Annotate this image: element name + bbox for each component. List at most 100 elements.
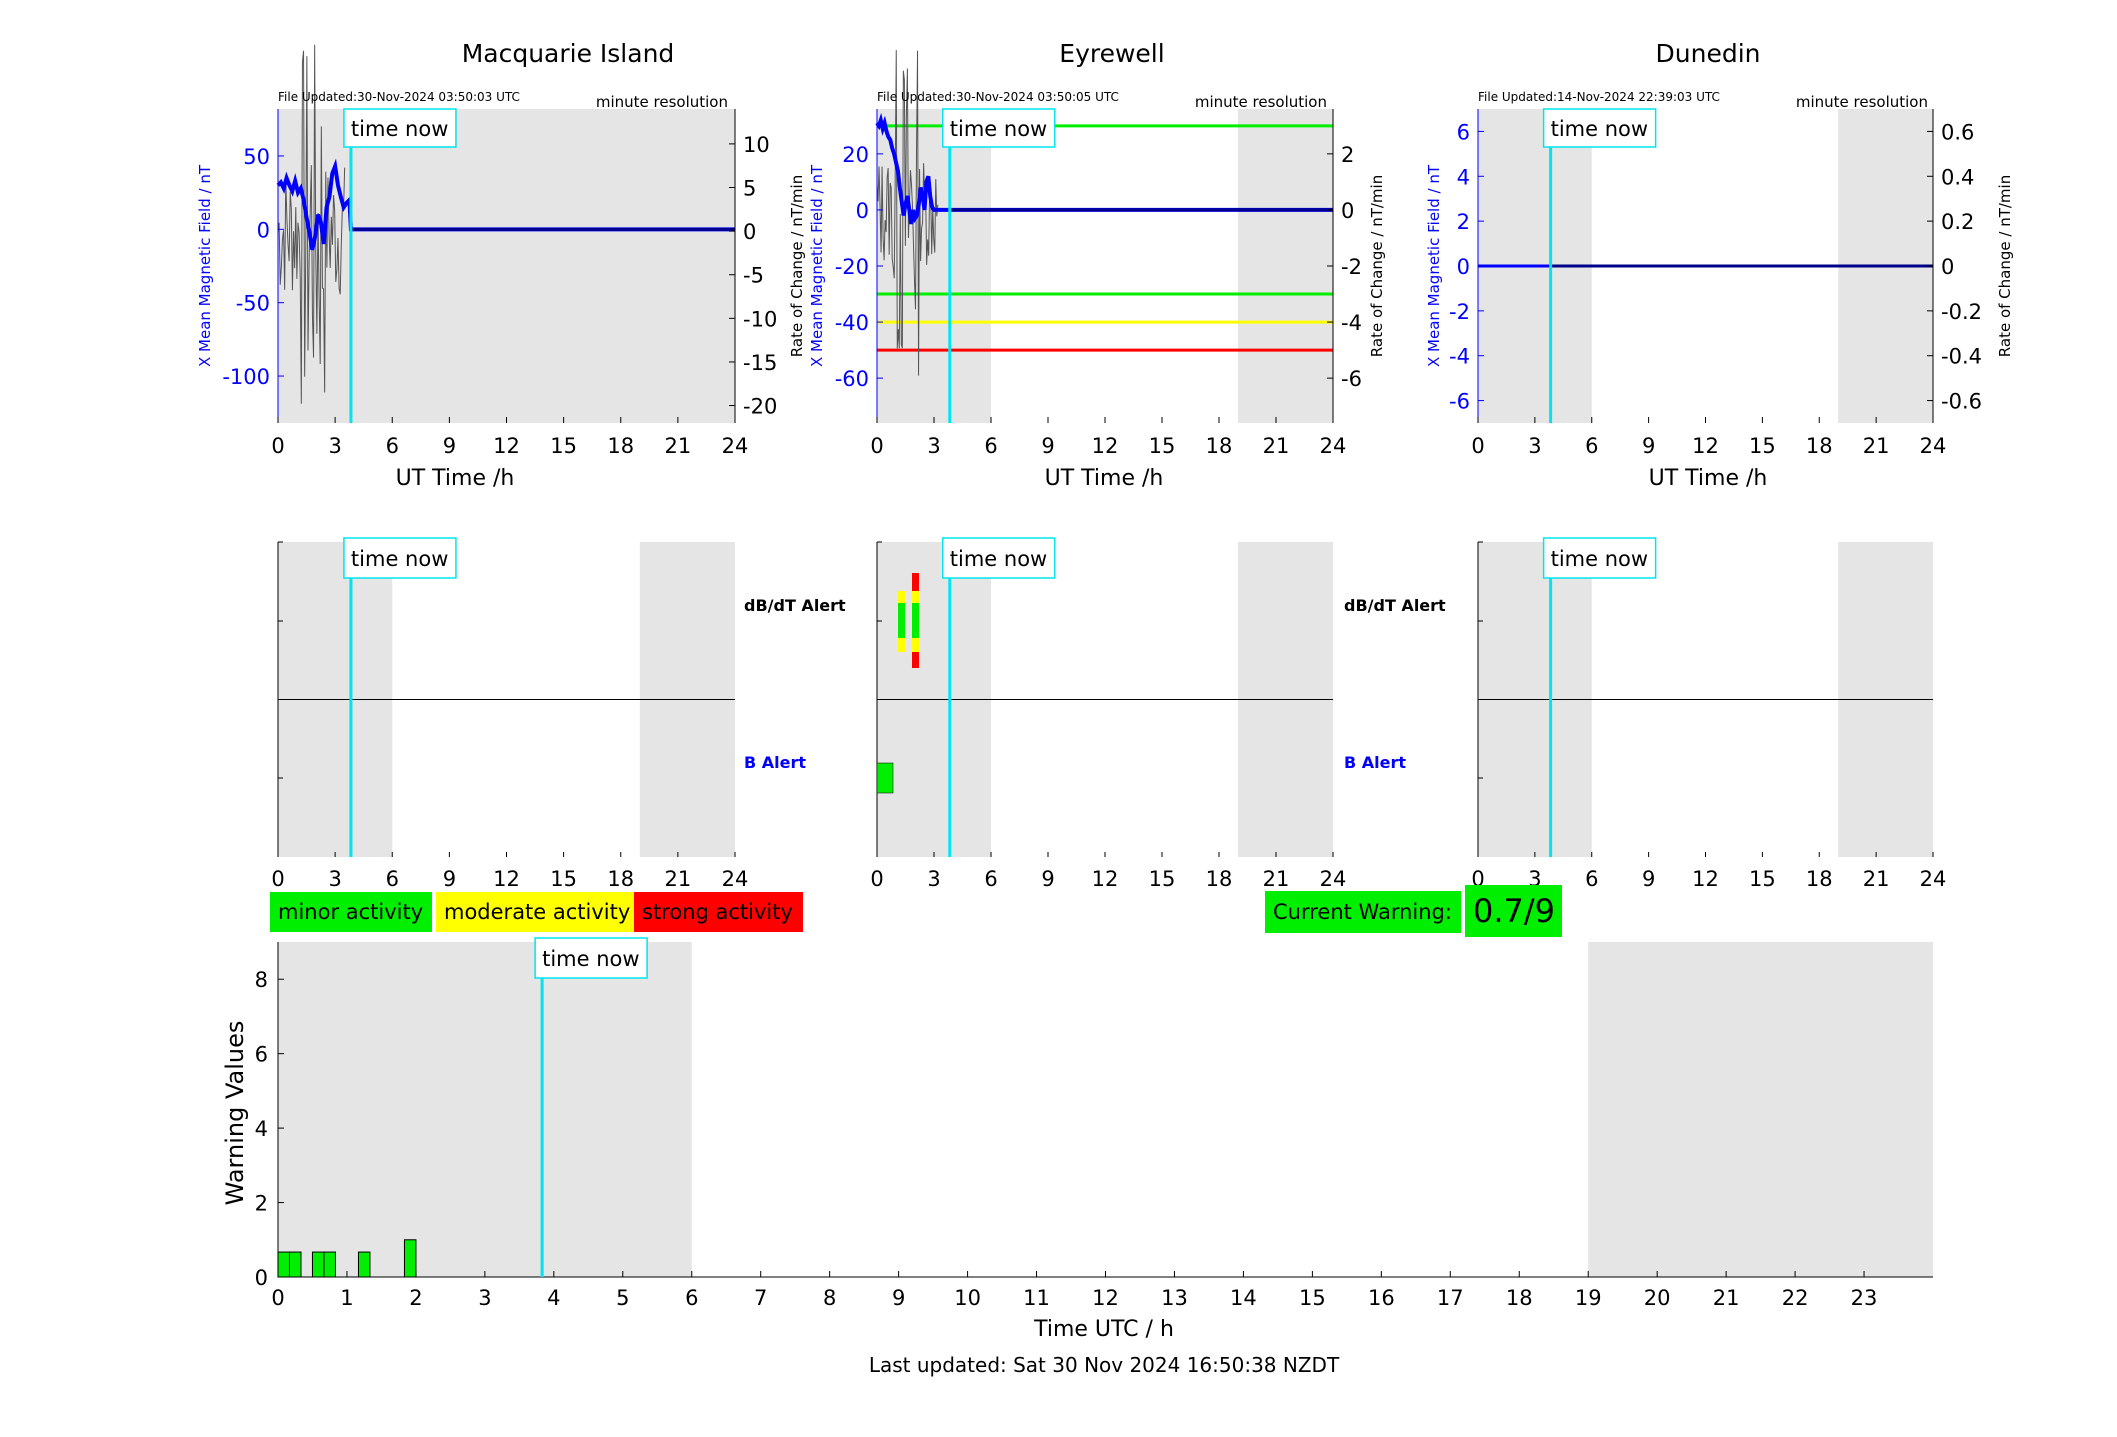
x-tick-label: 24	[1320, 434, 1347, 458]
current-warning: Current Warning: 0.7/9	[1265, 885, 1562, 937]
file-updated-label: File Updated:30-Nov-2024 03:50:03 UTC	[278, 90, 520, 104]
x-tick-label: 3	[927, 434, 940, 458]
x-tick-label: 4	[547, 1286, 560, 1310]
y2-tick-label: -10	[743, 307, 777, 331]
x-axis-label: Time UTC / h	[1033, 1317, 1174, 1342]
y-tick-label: 2	[255, 1192, 268, 1216]
station-panel-macquarie: Macquarie Island 500-50-1001050-5-10-15-…	[196, 39, 806, 491]
x-tick-label: 9	[1041, 434, 1054, 458]
x-tick-label: 20	[1644, 1286, 1671, 1310]
y2-tick-label: 0	[1941, 255, 1954, 279]
y2-tick-label: 10	[743, 133, 770, 157]
time-now-box	[1542, 537, 1657, 579]
x-tick-label: 3	[1528, 434, 1541, 458]
x-tick-label: 16	[1368, 1286, 1395, 1310]
x-tick-label: 8	[823, 1286, 836, 1310]
legend-strong-swatch	[634, 892, 803, 932]
dbdt-alert-minor	[898, 603, 905, 638]
legend-strong-label: strong activity	[642, 900, 793, 924]
y-axis-label-right: Rate of Change / nT/min	[1996, 175, 2014, 357]
time-now-label: time now	[351, 117, 448, 141]
y-tick-label: 6	[1457, 120, 1470, 144]
y-tick-label: 0	[257, 218, 270, 242]
x-tick-label: 13	[1161, 1286, 1188, 1310]
y-axis-label: Warning Values	[221, 1021, 249, 1206]
x-tick-label: 15	[1299, 1286, 1326, 1310]
x-tick-label: 24	[1320, 867, 1347, 891]
x-tick-label: 18	[1206, 867, 1233, 891]
x-tick-label: 9	[892, 1286, 905, 1310]
y2-tick-label: 0.2	[1941, 210, 1974, 234]
night-shading	[639, 109, 735, 423]
warning-bar	[357, 1251, 371, 1278]
x-tick-label: 6	[1585, 434, 1598, 458]
station-title: Eyrewell	[1059, 39, 1164, 68]
x-tick-label: 18	[1806, 867, 1833, 891]
x-tick-label: 21	[1863, 867, 1890, 891]
x-tick-label: 18	[1206, 434, 1233, 458]
y-tick-label: -20	[835, 255, 869, 279]
x-tick-label: 24	[722, 434, 749, 458]
time-now-label: time now	[351, 547, 448, 571]
x-tick-label: 3	[478, 1286, 491, 1310]
time-now-label: time now	[1551, 117, 1648, 141]
night-shading	[1588, 942, 1933, 1277]
x-tick-label: 17	[1437, 1286, 1464, 1310]
y-tick-label: 0	[856, 199, 869, 223]
x-tick-label: 21	[1713, 1286, 1740, 1310]
y-tick-label: 6	[255, 1043, 268, 1067]
time-now-box	[1542, 108, 1657, 148]
y2-tick-label: -20	[743, 395, 777, 419]
x-tick-label: 0	[870, 867, 883, 891]
x-tick-label: 15	[550, 867, 577, 891]
dbdt-alert-minor	[912, 603, 919, 638]
x-tick-label: 15	[1149, 867, 1176, 891]
x-tick-label: 6	[685, 1286, 698, 1310]
x-tick-label: 12	[493, 434, 520, 458]
current-warning-box	[1265, 891, 1461, 933]
station-panel-dunedin: Dunedin 6 4 2 0 -2 -4 -6 0.6 0.4 0.2 0 -0.2 -0.4 -0.6…	[1425, 39, 2014, 491]
y-axis-label-left: X Mean Magnetic Field / nT	[808, 164, 826, 367]
x-tick-label: 9	[1642, 434, 1655, 458]
resolution-label: minute resolution	[1796, 93, 1928, 111]
y2-tick-label: 0	[743, 220, 756, 244]
x-tick-label: 11	[1023, 1286, 1050, 1310]
x-tick-label: 0	[271, 1286, 284, 1310]
x-tick-label: 6	[386, 434, 399, 458]
y2-tick-label: -2	[1341, 255, 1362, 279]
night-shading	[1238, 109, 1333, 423]
y-tick-label: 4	[1457, 165, 1470, 189]
y2-tick-label: -0.6	[1941, 390, 1982, 414]
y2-tick-label: 2	[1341, 143, 1354, 167]
x-tick-label: 7	[754, 1286, 767, 1310]
y-tick-label: -50	[236, 292, 270, 316]
y2-tick-label: -0.4	[1941, 345, 1982, 369]
x-axis-label: UT Time /h	[1649, 466, 1768, 491]
warning-bar	[288, 1251, 302, 1278]
x-tick-label: 21	[665, 434, 692, 458]
y2-tick-label: -15	[743, 351, 777, 375]
warning-bar	[323, 1251, 336, 1278]
b-alert-label: B Alert	[744, 753, 806, 772]
b-alert-minor	[876, 762, 894, 794]
x-tick-label: 15	[1749, 434, 1776, 458]
x-tick-label: 12	[1692, 434, 1719, 458]
y-tick-label: -6	[1449, 390, 1470, 414]
rate-of-change-line	[277, 44, 346, 404]
warning-bar	[403, 1239, 417, 1278]
x-tick-label: 6	[984, 434, 997, 458]
y-tick-label: -4	[1449, 345, 1470, 369]
activity-legend: minor activity moderate activity strong …	[270, 892, 803, 932]
x-tick-label: 18	[607, 867, 634, 891]
rate-of-change-line	[876, 50, 939, 376]
x-axis-label: UT Time /h	[1045, 466, 1164, 491]
x-tick-label: 6	[1585, 867, 1598, 891]
x-tick-label: 3	[927, 867, 940, 891]
time-now-label: time now	[950, 117, 1047, 141]
y2-tick-label: 0	[1341, 199, 1354, 223]
x-tick-label: 15	[1749, 867, 1776, 891]
b-alert-label: B Alert	[1344, 753, 1406, 772]
x-tick-label: 12	[1092, 434, 1119, 458]
y-tick-label: 4	[255, 1117, 268, 1141]
